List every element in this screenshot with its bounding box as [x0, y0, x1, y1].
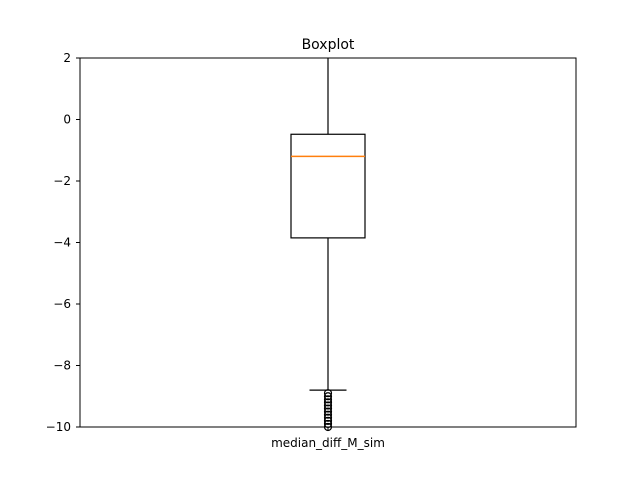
y-tick-label-2: −2: [53, 174, 71, 188]
outlier-point-0: [323, 389, 333, 398]
outlier-point-7: [323, 410, 333, 419]
y-tick-label-5: −8: [53, 359, 71, 373]
y-tick-label-4: −6: [53, 297, 71, 311]
chart-title: Boxplot: [302, 37, 355, 53]
y-tick-label-0: 2: [63, 51, 71, 65]
x-category-label-0: median_diff_M_sim: [271, 436, 385, 450]
outlier-point-5: [323, 404, 333, 413]
y-tick-label-1: 0: [63, 113, 71, 127]
outlier-point-9: [323, 416, 333, 425]
outlier-point-1: [323, 392, 333, 401]
y-tick-label-6: −10: [46, 420, 71, 434]
outlier-point-8: [323, 413, 333, 422]
outlier-point-3: [323, 398, 333, 407]
outlier-point-6: [323, 407, 333, 416]
y-tick-label-3: −4: [53, 236, 71, 250]
outlier-point-2: [323, 395, 333, 404]
plot-area: [80, 58, 576, 432]
box: [290, 133, 366, 239]
outlier-point-4: [323, 401, 333, 410]
axes: 2 0 −2 −4 −6 −8 −10 median_diff_M_sim: [46, 51, 577, 450]
